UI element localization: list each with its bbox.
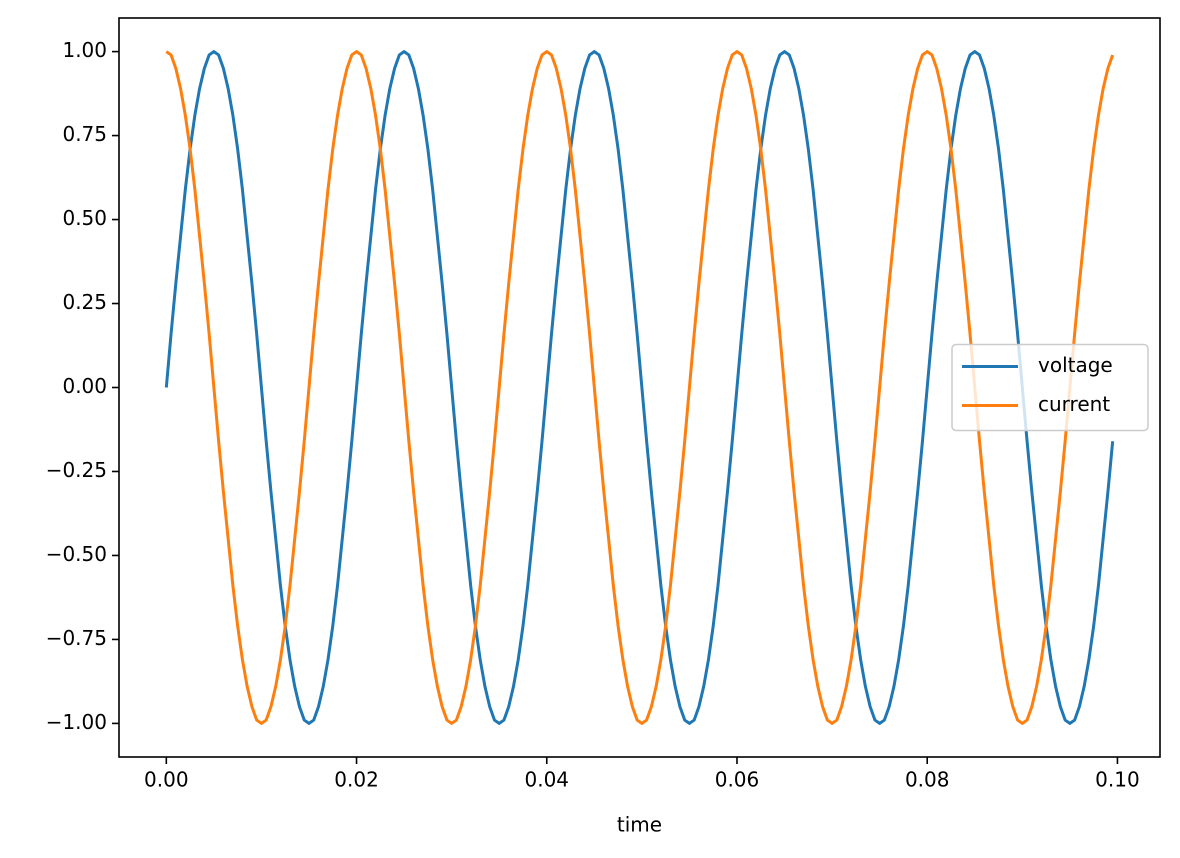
y-tick-label: 0.25	[62, 290, 107, 314]
x-tick-label: 0.10	[1095, 768, 1140, 792]
y-tick-label: −1.00	[46, 710, 107, 734]
y-tick-label: −0.75	[46, 626, 107, 650]
legend: voltage current	[951, 343, 1149, 432]
y-tick-label: 0.50	[62, 206, 107, 230]
legend-label: current	[1038, 392, 1110, 416]
y-tick-label: 0.00	[62, 374, 107, 398]
plot-frame	[118, 17, 1161, 758]
series-line	[164, 50, 1115, 725]
y-tick-label: 1.00	[62, 38, 107, 62]
series-line	[165, 50, 1115, 725]
x-tick-label: 0.02	[334, 768, 379, 792]
x-tick-label: 0.04	[525, 768, 570, 792]
y-tick-label: −0.50	[46, 542, 107, 566]
x-tick-label: 0.08	[905, 768, 950, 792]
x-tick-label: 0.00	[144, 768, 189, 792]
x-tick-label: 0.06	[715, 768, 760, 792]
legend-label: voltage	[1038, 353, 1113, 377]
y-tick-label: −0.25	[46, 458, 107, 482]
x-axis-label: time	[617, 813, 662, 837]
y-tick-label: 0.75	[62, 122, 107, 146]
